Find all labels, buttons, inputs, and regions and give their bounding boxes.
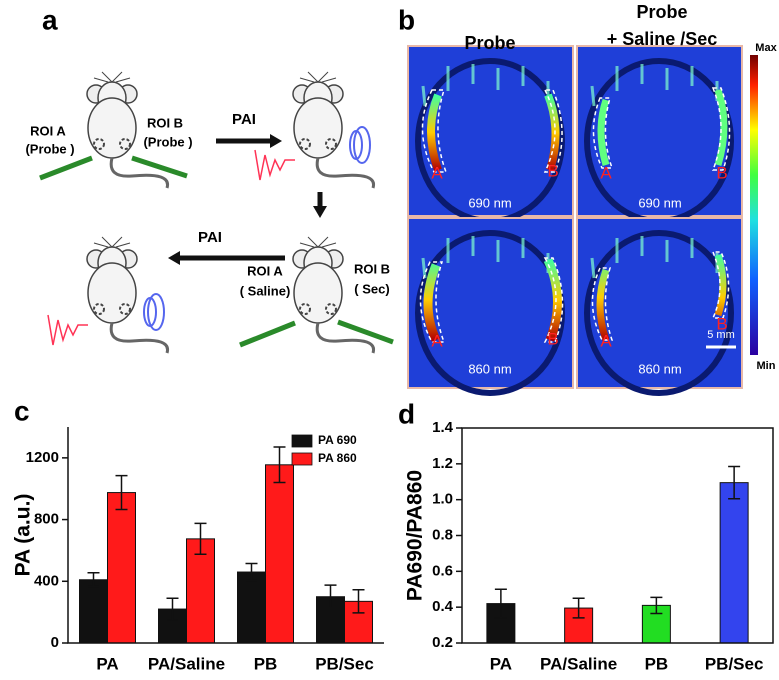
y-tick-label: 1200	[26, 449, 59, 466]
region-label: B	[547, 329, 558, 348]
x-tick-label: PB	[645, 654, 669, 673]
x-tick-label: PA	[96, 654, 118, 673]
y-tick-label: 1.2	[432, 455, 453, 472]
region-label: A	[600, 163, 612, 182]
legend-swatch	[291, 452, 313, 466]
error-bar	[352, 589, 365, 614]
bar	[237, 571, 266, 644]
column-title: Probe	[636, 2, 687, 22]
y-tick-label: 1.0	[432, 491, 453, 508]
schematic	[39, 70, 394, 355]
x-tick-label: PB	[254, 654, 278, 673]
roi-label: ROI B	[147, 115, 183, 130]
wavelength-label: 860 nm	[468, 361, 511, 376]
panel-label: a	[42, 4, 58, 35]
y-tick-label: 800	[34, 511, 59, 528]
error-bar	[572, 597, 585, 619]
legend-label: PA 860	[318, 451, 357, 465]
y-tick-label: 1.4	[432, 419, 454, 436]
error-bar	[245, 562, 258, 582]
bar	[719, 482, 749, 644]
y-tick-label: 0.6	[432, 562, 453, 579]
region-label: A	[600, 331, 612, 350]
column-title: + Saline /Sec	[607, 29, 718, 49]
scale-bar-label: 5 mm	[707, 329, 735, 341]
error-bar	[87, 572, 100, 588]
arrow-label: PAI	[232, 111, 256, 128]
wavelength-label: 690 nm	[468, 195, 511, 210]
region-label: B	[716, 314, 727, 333]
y-tick-label: 400	[34, 572, 59, 589]
roi-label: ROI B	[354, 261, 390, 276]
region-label: A	[431, 331, 443, 350]
x-tick-label: PA/Saline	[148, 654, 225, 673]
colorbar-label: Min	[757, 360, 776, 372]
error-bar	[115, 474, 128, 511]
axis-frame	[461, 427, 774, 644]
roi-label: ( Saline)	[240, 283, 291, 298]
roi-label: ROI A	[30, 123, 66, 138]
axis-frame	[67, 427, 384, 644]
legend-swatch	[291, 434, 313, 448]
roi-label: (Probe )	[143, 134, 192, 149]
roi-label: ( Sec)	[354, 281, 389, 296]
x-tick-label: PA/Saline	[540, 654, 617, 673]
colorbar-label: Max	[755, 42, 777, 54]
y-axis-title: PA (a.u.)	[12, 494, 35, 577]
wavelength-label: 690 nm	[638, 195, 681, 210]
x-tick-label: PB/Sec	[315, 654, 374, 673]
legend-label: PA 690	[318, 433, 357, 447]
roi-label: (Probe )	[25, 141, 74, 156]
y-tick-label: 0.2	[432, 634, 453, 651]
roi-label: ROI A	[247, 263, 283, 278]
x-tick-label: PA	[490, 654, 512, 673]
panel-label: c	[14, 395, 30, 426]
error-bar	[728, 465, 741, 500]
error-bar	[650, 596, 663, 615]
bar	[186, 538, 215, 644]
region-label: A	[431, 163, 443, 182]
error-bar	[194, 522, 207, 556]
x-tick-label: PB/Sec	[705, 654, 764, 673]
region-label: B	[716, 163, 727, 182]
y-axis-title: PA690/PA860	[404, 470, 427, 601]
y-tick-label: 0.8	[432, 526, 453, 543]
bar	[265, 464, 294, 644]
error-bar	[324, 584, 337, 610]
region-label: B	[547, 161, 558, 180]
image-grid	[408, 46, 758, 393]
arrow-label: PAI	[198, 229, 222, 246]
error-bar	[494, 588, 507, 619]
column-title: Probe	[464, 33, 515, 53]
bar	[107, 492, 136, 644]
panel-label: b	[398, 4, 415, 35]
error-bar	[166, 597, 179, 621]
bar	[79, 579, 108, 644]
wavelength-label: 860 nm	[638, 361, 681, 376]
y-tick-label: 0	[51, 634, 59, 651]
y-tick-label: 0.4	[432, 598, 454, 615]
panel-label: d	[398, 398, 415, 429]
error-bar	[273, 446, 286, 484]
